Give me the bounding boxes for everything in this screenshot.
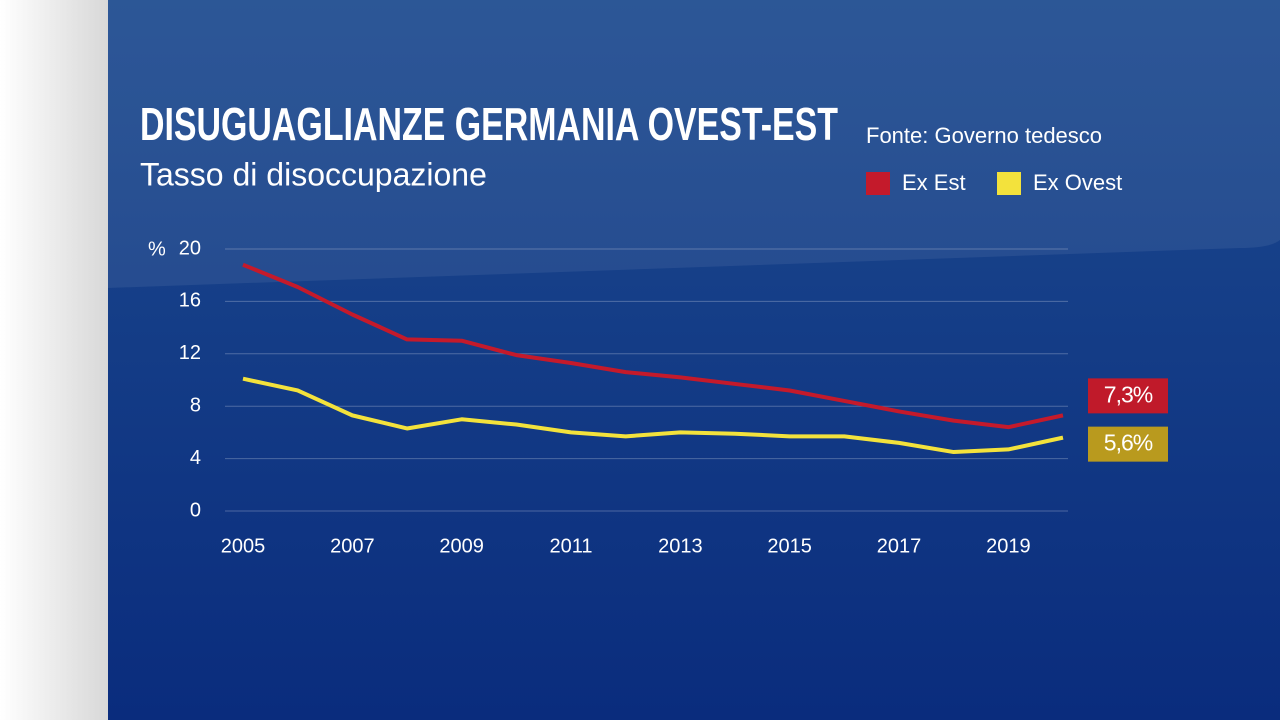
chart-subtitle: Tasso di disoccupazione: [140, 156, 487, 192]
y-tick-label: 20: [179, 237, 201, 259]
value-label: 7,3%: [1104, 381, 1153, 407]
line: [242, 376, 1064, 455]
source: Fonte: Governo tedesco: [866, 123, 1102, 148]
x-tick-label: 2005: [221, 535, 266, 557]
legend-swatch: [866, 172, 890, 195]
value-label-box: [1088, 378, 1168, 414]
legend-label: Ex Ovest: [1033, 170, 1122, 195]
line: [242, 262, 1064, 430]
x-tick-label: 2013: [658, 535, 703, 557]
y-tick-label: 12: [179, 342, 201, 364]
legend-label: Ex Est: [902, 170, 966, 195]
x-tick-label: 2015: [767, 535, 812, 557]
y-tick-label: 0: [190, 499, 201, 521]
x-tick-label: 2019: [986, 535, 1031, 557]
x-tick-label: 2007: [330, 535, 375, 557]
legend-swatch: [997, 172, 1021, 195]
value-label: 5,6%: [1104, 430, 1153, 456]
y-tick-label: 4: [190, 447, 201, 469]
x-tick-label: 2017: [877, 535, 922, 557]
highlight-band: [108, 0, 1280, 288]
chart-title: DISUGUAGLIANZE GERMANIA OVEST-EST: [140, 98, 838, 150]
y-unit: %: [148, 238, 166, 260]
side-strip: [0, 0, 108, 720]
value-label-box: [1088, 426, 1168, 462]
y-tick-label: 16: [179, 290, 201, 312]
y-tick-label: 8: [190, 394, 201, 416]
x-tick-label: 2009: [439, 535, 484, 557]
x-tick-label: 2011: [549, 535, 592, 557]
